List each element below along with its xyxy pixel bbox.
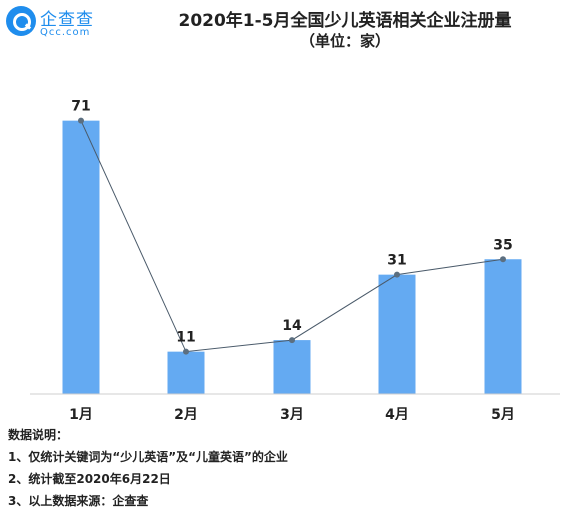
note-item: 1、仅统计关键词为“少儿英语”及“儿童英语”的企业	[8, 450, 288, 464]
bar	[62, 120, 100, 395]
chart-title: 2020年1-5月全国少儿英语相关企业注册量	[178, 11, 512, 31]
note-item: 3、以上数据来源：企查查	[8, 494, 149, 508]
x-tick-label: 2月	[174, 407, 198, 420]
data-label: 31	[387, 253, 406, 269]
chart-subtitle: （单位：家）	[299, 32, 390, 50]
logo-domain: Qcc.com	[40, 27, 91, 38]
logo-name: 企查查	[40, 10, 94, 30]
x-tick-label: 4月	[385, 407, 409, 420]
data-label: 35	[493, 237, 512, 253]
data-marker	[500, 256, 506, 263]
bar	[167, 351, 205, 394]
bar	[378, 274, 416, 394]
trend-line	[80, 120, 504, 353]
notes-heading: 数据说明：	[8, 428, 69, 442]
bar-chart: 71 11 14 31 35 1月 2月 3月 4月 5月	[30, 99, 560, 420]
markers-group	[78, 117, 506, 355]
data-label: 14	[282, 318, 302, 334]
data-label: 71	[71, 99, 90, 115]
x-tick-labels-group: 1月 2月 3月 4月 5月	[69, 407, 515, 420]
data-notes: 数据说明： 1、仅统计关键词为“少儿英语”及“儿童英语”的企业 2、统计截至20…	[8, 424, 288, 512]
data-marker	[394, 271, 400, 278]
note-item: 2、统计截至2020年6月22日	[8, 472, 171, 486]
magnifier-logo-icon	[6, 6, 36, 36]
x-tick-label: 5月	[491, 407, 515, 420]
x-tick-label: 3月	[280, 407, 304, 420]
data-marker	[78, 117, 84, 124]
bar	[273, 340, 311, 394]
data-marker	[183, 348, 189, 355]
data-label: 11	[176, 330, 195, 346]
bars-group	[62, 120, 522, 395]
data-marker	[289, 337, 295, 344]
x-tick-label: 1月	[69, 407, 93, 420]
brand-logo: 企查查 Qcc.com	[6, 4, 106, 44]
bar	[484, 259, 522, 394]
data-labels-group: 71 11 14 31 35	[71, 99, 512, 346]
